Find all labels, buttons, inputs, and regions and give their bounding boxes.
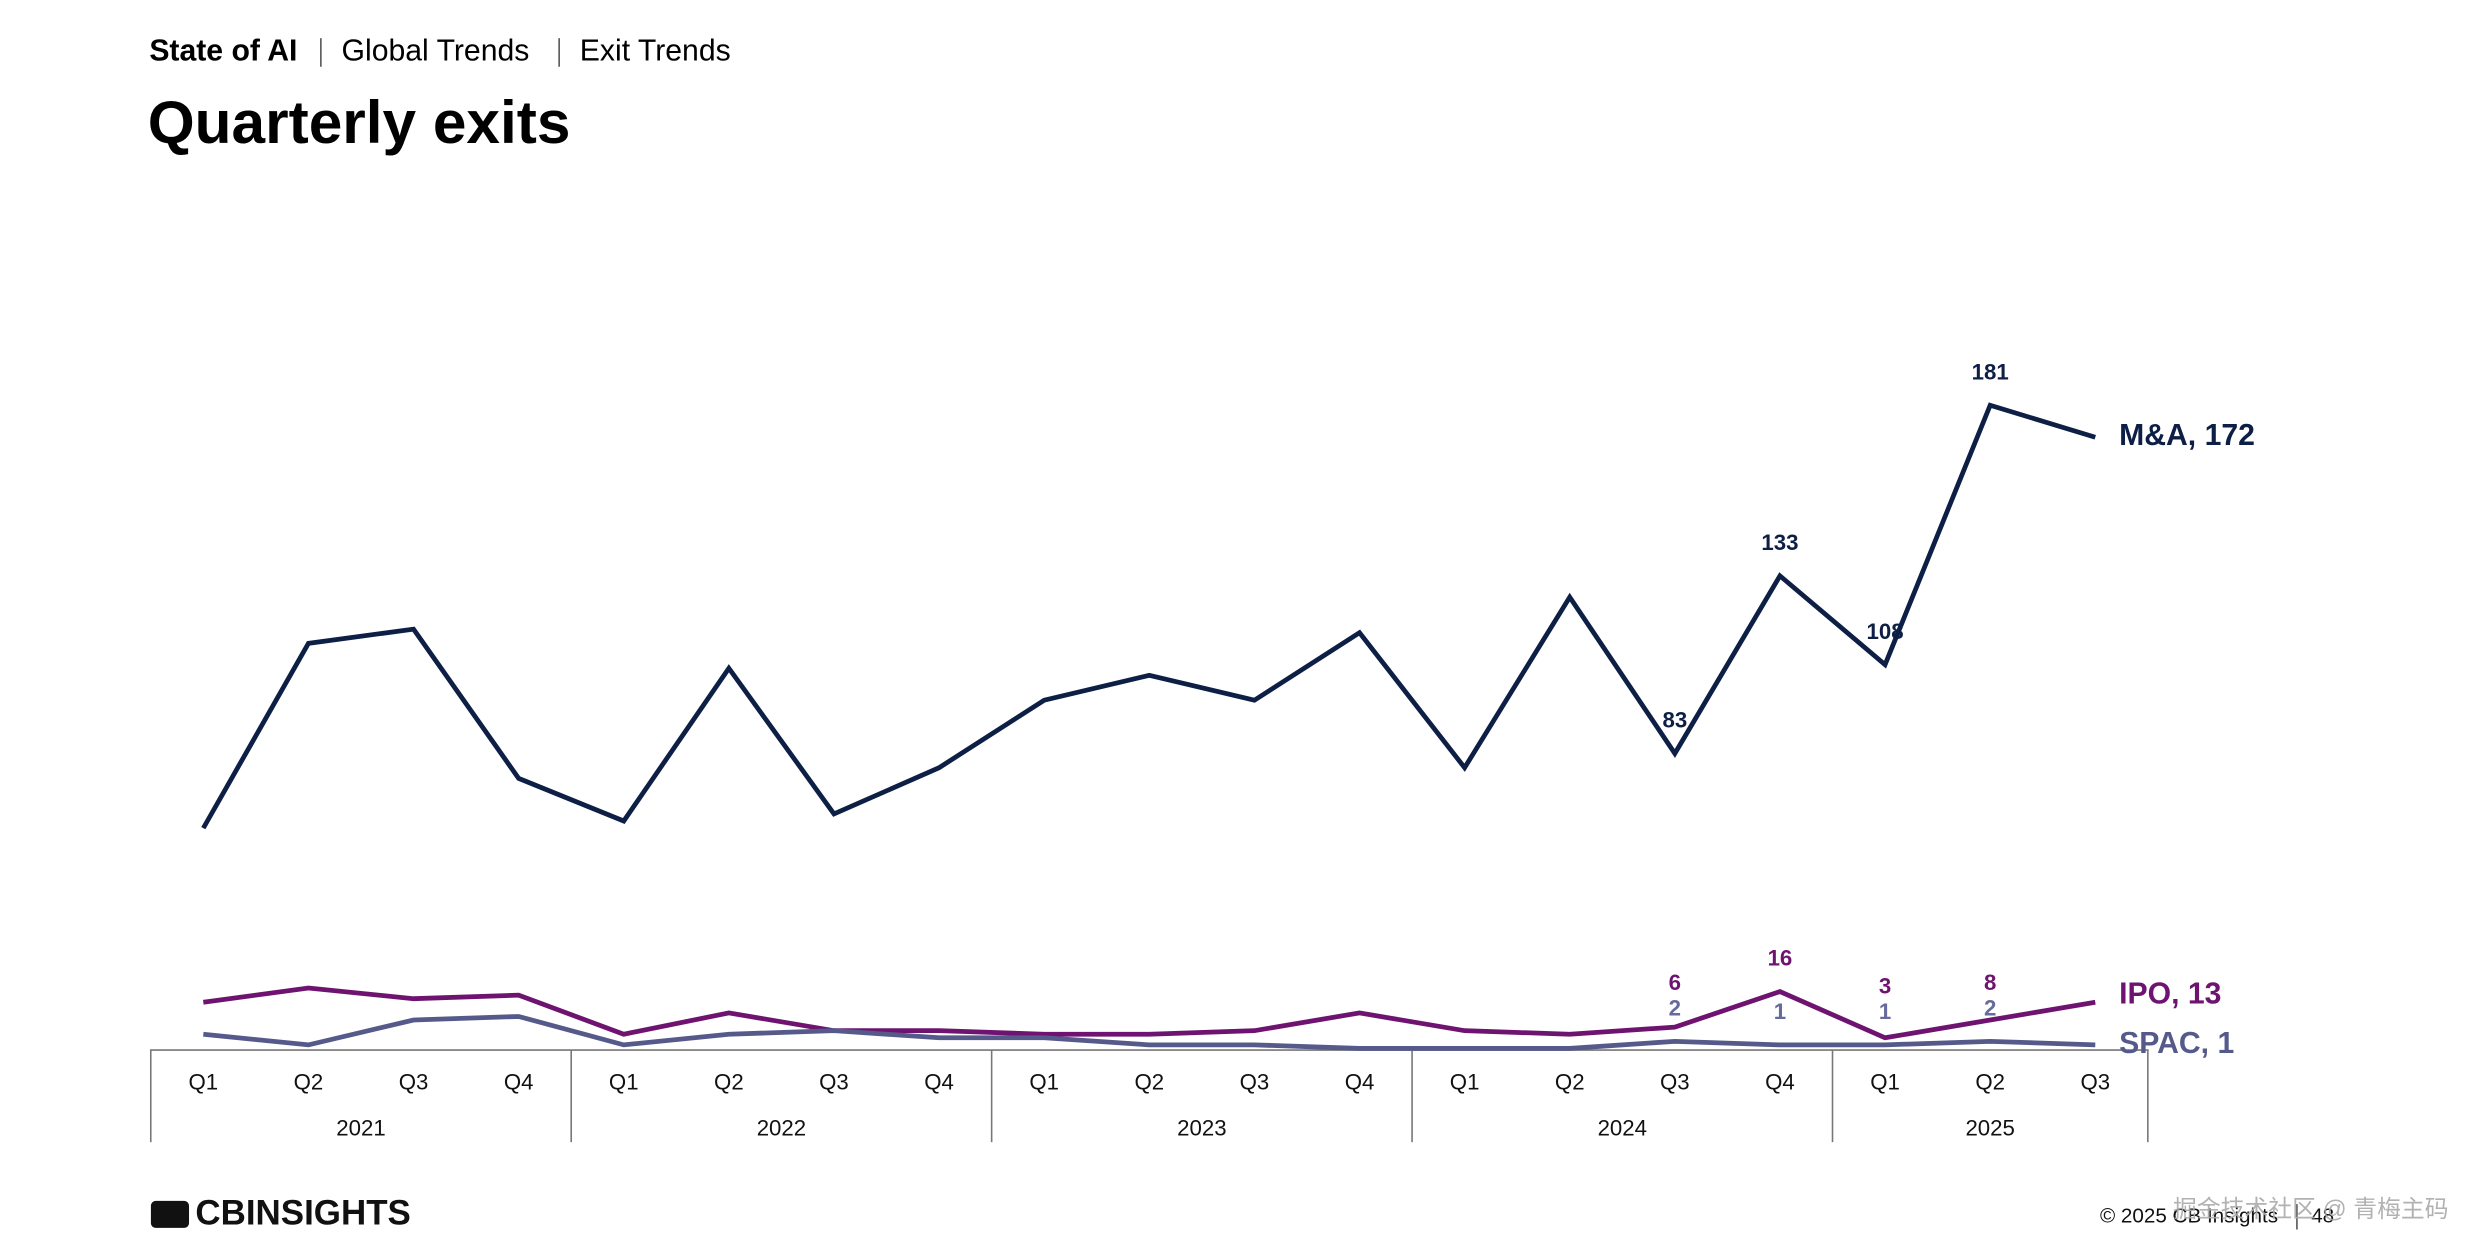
x-tick-label: Q4 bbox=[504, 1069, 534, 1094]
breadcrumb: Exit Trends bbox=[580, 34, 731, 67]
breadcrumb: State of AI bbox=[149, 34, 297, 67]
plot: Q1 Q2 Q3 Q4 Q1 Q2 Q3 Q4 Q1 Q2 Q3 Q4 Q1 Q2 Q3 Q4 Q1 Q2 Q3 20… bbox=[149, 359, 2255, 1143]
x-tick-label: Q1 bbox=[609, 1069, 639, 1094]
data-label: 3 bbox=[1879, 974, 1891, 999]
x-group-label: 2025 bbox=[1965, 1115, 2014, 1140]
x-group-label: 2024 bbox=[1598, 1115, 1647, 1140]
end-label: IPO, 13 bbox=[2119, 978, 2221, 1011]
data-label: 6 bbox=[1669, 970, 1681, 995]
copyright: © 2025 CB Insights bbox=[2100, 1204, 2278, 1227]
data-label: 83 bbox=[1662, 708, 1687, 733]
end-label: M&A, 172 bbox=[2119, 419, 2255, 452]
data-label: 108 bbox=[1867, 619, 1904, 644]
x-tick-label: Q3 bbox=[819, 1069, 849, 1094]
x-group-label: 2023 bbox=[1177, 1115, 1226, 1140]
x-group-label: 2021 bbox=[336, 1115, 385, 1140]
series-line bbox=[203, 1014, 2096, 1051]
end-label: SPAC, 1 bbox=[2119, 1027, 2234, 1060]
data-label: 2 bbox=[1984, 995, 1996, 1020]
page-number: 48 bbox=[2311, 1204, 2334, 1227]
x-tick-label: Q4 bbox=[924, 1069, 954, 1094]
x-tick-label: Q4 bbox=[1765, 1069, 1795, 1094]
x-tick-label: Q4 bbox=[1345, 1069, 1375, 1094]
x-tick-label: Q2 bbox=[1975, 1069, 2005, 1094]
data-label: 16 bbox=[1768, 946, 1793, 971]
data-label: 181 bbox=[1972, 359, 2009, 384]
x-tick-label: Q2 bbox=[1134, 1069, 1164, 1094]
logo: CBINSIGHTS bbox=[195, 1193, 410, 1232]
x-tick-label: Q1 bbox=[1450, 1069, 1480, 1094]
data-label: 2 bbox=[1669, 995, 1681, 1020]
x-tick-label: Q3 bbox=[1660, 1069, 1690, 1094]
watermark: 掘金技术社区 @ 青梅主码 bbox=[2173, 1196, 2449, 1223]
chart-title: Quarterly exits bbox=[148, 88, 571, 156]
x-tick-label: Q3 bbox=[2080, 1069, 2110, 1094]
x-tick-label: Q3 bbox=[1240, 1069, 1270, 1094]
x-tick-label: Q2 bbox=[1555, 1069, 1585, 1094]
data-label: 1 bbox=[1879, 999, 1891, 1024]
x-tick-label: Q1 bbox=[1029, 1069, 1059, 1094]
x-tick-label: Q2 bbox=[294, 1069, 324, 1094]
data-label: 133 bbox=[1761, 530, 1798, 555]
data-label: 8 bbox=[1984, 970, 1996, 995]
x-tick-label: Q1 bbox=[189, 1069, 219, 1094]
breadcrumb: Global Trends bbox=[342, 34, 530, 67]
x-group-label: 2022 bbox=[757, 1115, 806, 1140]
x-tick-label: Q3 bbox=[399, 1069, 429, 1094]
series-line bbox=[201, 402, 2096, 830]
x-tick-label: Q1 bbox=[1870, 1069, 1900, 1094]
logo-icon bbox=[150, 1200, 190, 1228]
x-tick-label: Q2 bbox=[714, 1069, 744, 1094]
data-label: 1 bbox=[1774, 999, 1786, 1024]
series-line bbox=[203, 985, 2096, 1041]
